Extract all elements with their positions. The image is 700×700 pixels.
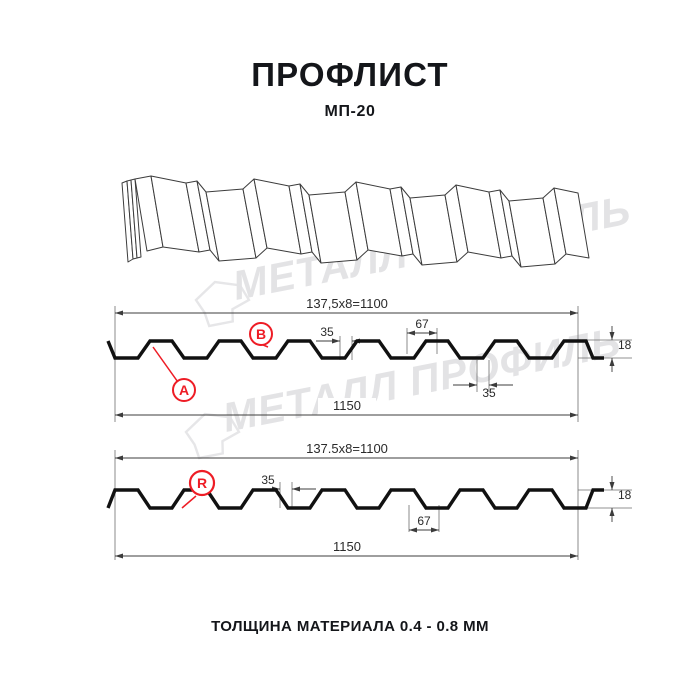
page-title: ПРОФЛИСТ	[251, 56, 449, 93]
material-thickness-caption: ТОЛЩИНА МАТЕРИАЛА 0.4 - 0.8 ММ	[211, 618, 489, 635]
profile-outline-top	[106, 339, 604, 360]
dimension-top-pitch: 137,5x8=1100	[306, 296, 388, 311]
dimension-lower-35: 35	[482, 386, 496, 400]
dimension-67-2: 67	[417, 514, 431, 528]
dimension-bottom-width-2: 1150	[333, 539, 361, 554]
dimension-height-18-2: 18	[618, 488, 632, 502]
dimension-upper-35: 35	[320, 325, 334, 339]
dimension-line-top	[115, 310, 578, 316]
dimension-line-top-2	[115, 455, 578, 461]
dimension-line-bottom-2	[115, 553, 578, 559]
page-subtitle: МП-20	[324, 103, 376, 120]
marker-b-label: B	[256, 326, 266, 342]
profile-outline-bottom	[106, 488, 604, 510]
dimension-35-2: 35	[261, 473, 275, 487]
dimension-flat-67: 67	[415, 317, 429, 331]
marker-a-label: A	[179, 382, 189, 398]
watermark-logo-top	[194, 280, 251, 328]
marker-b: B	[249, 322, 273, 348]
dimension-height-18: 18	[618, 338, 632, 352]
dimension-top-pitch-2: 137.5x8=1100	[306, 441, 388, 456]
marker-a: A	[152, 346, 196, 402]
marker-r: R	[181, 469, 216, 509]
dimension-line-bottom	[115, 412, 578, 418]
dimension-bottom-width: 1150	[333, 398, 361, 413]
marker-r-label: R	[197, 475, 207, 491]
